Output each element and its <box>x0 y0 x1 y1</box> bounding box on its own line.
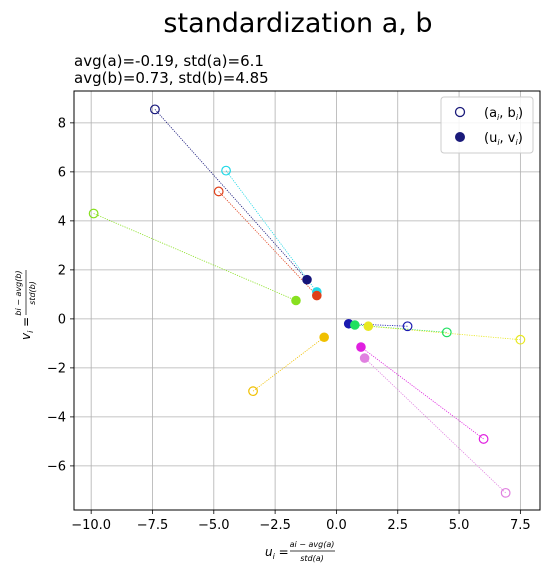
y-tick-label: −2 <box>47 361 66 376</box>
point-open-ab <box>213 186 224 197</box>
point-filled-uv <box>359 353 370 363</box>
point-filled-uv <box>319 332 329 343</box>
x-label-num-sub: i <box>295 540 298 549</box>
x-tick-label: 0.0 <box>326 518 347 533</box>
point-open-ab <box>221 165 231 176</box>
point-open-ab <box>500 487 511 498</box>
x-label-num-rest: − avg(a) <box>297 540 335 549</box>
point-filled-uv <box>291 295 301 306</box>
connector-line <box>368 325 521 341</box>
point-open-ab <box>441 327 452 338</box>
point-open-ab <box>88 208 99 219</box>
point-filled-uv <box>302 274 312 285</box>
x-label-sub: i <box>273 552 276 561</box>
y-tick-label: 0 <box>58 312 66 327</box>
y-axis-label: vi = bi − avg(b) std(b) <box>14 270 37 340</box>
point-open-ab <box>515 334 526 345</box>
chart-title: standardization a, b <box>163 8 432 39</box>
point-open-ab <box>478 434 489 444</box>
y-label-lhs: v <box>19 332 33 340</box>
x-tick-label: −7.5 <box>137 518 169 533</box>
connector-line <box>360 346 484 440</box>
point-filled-uv <box>350 320 360 330</box>
y-label-num: b <box>14 310 23 315</box>
svg-text:vi =: vi = <box>19 317 35 340</box>
x-tick-label: 2.5 <box>387 518 408 533</box>
x-tick-label: 7.5 <box>510 518 531 533</box>
svg-text:ai − avg(a): ai − avg(a) <box>290 540 335 549</box>
chart-subtitle-line-2: avg(b)=0.73, std(b)=4.85 <box>74 69 269 87</box>
y-axis-ticks: −6 −4 −2 0 2 4 6 8 <box>47 116 74 474</box>
legend-label-uv: (ui, vi) <box>484 131 523 147</box>
legend: (ai, bi) (ui, vi) <box>440 96 534 154</box>
grid-lines <box>74 91 540 510</box>
x-axis-label: ui = ai − avg(a) std(a) <box>265 540 335 563</box>
point-filled-uv <box>312 290 322 301</box>
point-open-ab <box>402 321 413 332</box>
y-tick-label: 8 <box>58 116 66 131</box>
y-tick-label: 4 <box>58 214 66 229</box>
y-tick-label: −4 <box>47 410 66 425</box>
x-label-num: a <box>290 540 295 549</box>
y-label-num-sub: i <box>14 307 23 310</box>
legend-label-ab: (ai, bi) <box>484 106 523 122</box>
y-label-sub: i <box>26 330 35 333</box>
x-axis-ticks: −10.0 −7.5 −5.0 −2.5 0.0 2.5 5.0 7.5 <box>71 510 531 533</box>
x-label-den: std(a) <box>300 554 324 563</box>
point-filled-uv <box>363 321 374 332</box>
x-tick-label: −10.0 <box>71 518 111 533</box>
x-tick-label: −2.5 <box>259 518 291 533</box>
y-label-num-rest: − avg(b) <box>14 270 23 308</box>
y-label-den: std(b) <box>28 281 37 305</box>
connector-line <box>154 109 308 280</box>
legend-filled-marker <box>455 132 465 142</box>
point-filled-uv <box>356 342 366 352</box>
svg-text:ui =: ui = <box>265 545 289 561</box>
connector-lines <box>93 109 521 494</box>
connector-line <box>225 170 318 293</box>
svg-text:bi − avg(b): bi − avg(b) <box>14 270 23 315</box>
x-tick-label: 5.0 <box>449 518 470 533</box>
y-tick-label: 2 <box>58 263 66 278</box>
point-open-ab <box>248 386 258 397</box>
point-open-ab <box>150 104 160 115</box>
x-tick-label: −5.0 <box>198 518 230 533</box>
chart-subtitle-line-1: avg(a)=-0.19, std(a)=6.1 <box>74 52 264 70</box>
connector-line <box>364 357 506 494</box>
connector-line <box>218 191 318 296</box>
legend-open-marker <box>454 106 466 118</box>
data-markers <box>88 104 526 498</box>
connector-line <box>252 336 325 392</box>
y-tick-label: 6 <box>58 165 66 180</box>
y-tick-label: −6 <box>47 459 66 474</box>
x-label-lhs: u <box>265 545 273 559</box>
connector-line <box>93 213 297 301</box>
x-label-eq: = <box>275 545 289 559</box>
plot-frame <box>73 90 541 511</box>
y-label-eq: = <box>19 317 33 331</box>
